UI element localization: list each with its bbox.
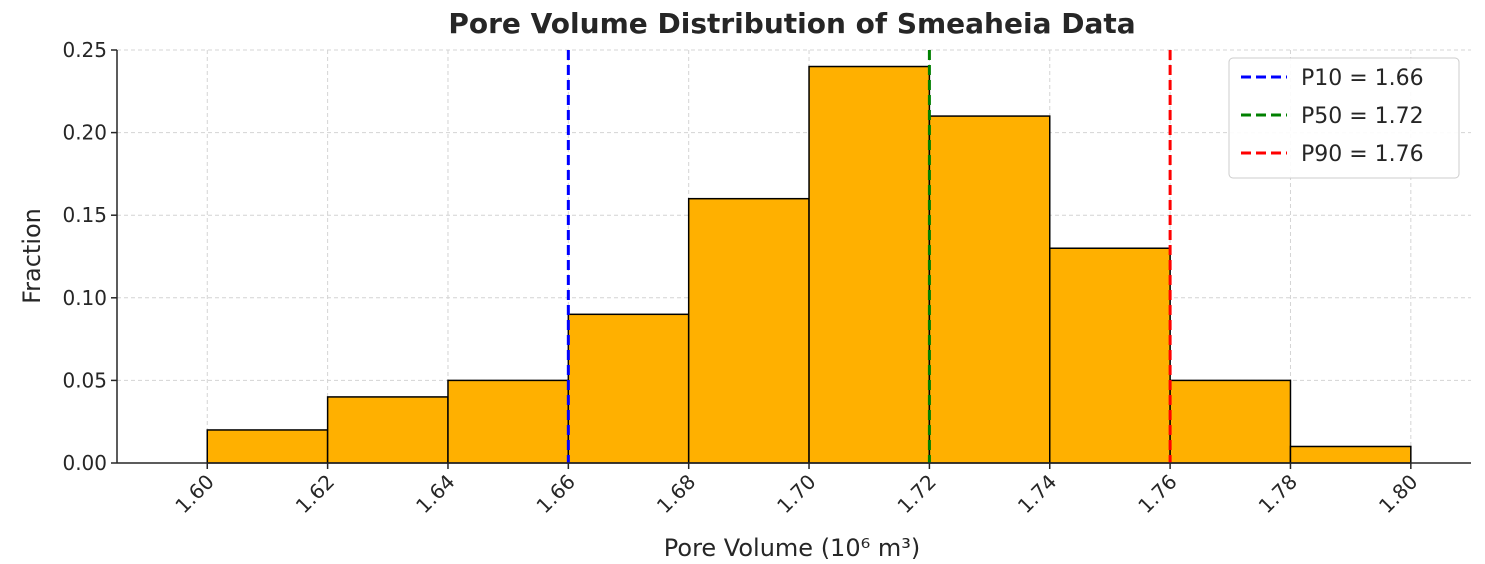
x-tick-label: 1.64 — [411, 470, 459, 518]
x-tick-label: 1.72 — [892, 470, 940, 518]
axes — [116, 50, 1471, 464]
histogram-bar — [567, 313, 690, 464]
legend-box — [1228, 57, 1460, 179]
histogram-bar — [687, 197, 810, 464]
y-tick-label: 0.20 — [62, 121, 107, 145]
x-tick-label: 1.62 — [291, 470, 339, 518]
histogram-bars — [206, 65, 1412, 464]
x-tick-label: 1.78 — [1254, 470, 1302, 518]
histogram-bar — [447, 379, 570, 464]
x-tick-label: 1.66 — [531, 470, 579, 518]
legend-label: P90 = 1.76 — [1301, 142, 1424, 167]
histogram-bar — [808, 65, 931, 464]
histogram-bar — [928, 115, 1051, 464]
y-tick-label: 0.00 — [62, 451, 107, 475]
y-tick-label: 0.05 — [62, 368, 107, 392]
legend-label: P10 = 1.66 — [1301, 66, 1424, 91]
x-tick-label: 1.70 — [772, 470, 820, 518]
legend: P10 = 1.66 P50 = 1.72 P90 = 1.76 — [1228, 57, 1460, 179]
x-tick-label: 1.74 — [1013, 470, 1061, 518]
histogram-bar — [1169, 379, 1292, 464]
y-tick-label: 0.10 — [62, 286, 107, 310]
y-tick-label: 0.25 — [62, 38, 107, 62]
x-tick-label: 1.60 — [170, 470, 218, 518]
chart-title: Pore Volume Distribution of Smeaheia Dat… — [448, 7, 1135, 40]
y-axis-ticks: 0.00 0.05 0.10 0.15 0.20 0.25 — [62, 38, 117, 475]
histogram-bar — [326, 396, 449, 464]
x-tick-label: 1.68 — [652, 470, 700, 518]
x-axis-label: Pore Volume (10⁶ m³) — [664, 534, 920, 562]
legend-label: P50 = 1.72 — [1301, 104, 1424, 129]
x-tick-label: 1.80 — [1374, 470, 1422, 518]
y-tick-label: 0.15 — [62, 203, 107, 227]
x-tick-label: 1.76 — [1133, 470, 1181, 518]
reference-lines — [566, 50, 1172, 463]
histogram-bar — [1289, 445, 1412, 464]
x-axis-ticks: 1.60 1.62 1.64 1.66 1.68 1.70 1.72 1.74 1.76 1.78… — [170, 463, 1422, 518]
y-axis-label: Fraction — [18, 208, 46, 304]
histogram-bar — [1049, 247, 1171, 464]
histogram-bar — [206, 429, 329, 464]
